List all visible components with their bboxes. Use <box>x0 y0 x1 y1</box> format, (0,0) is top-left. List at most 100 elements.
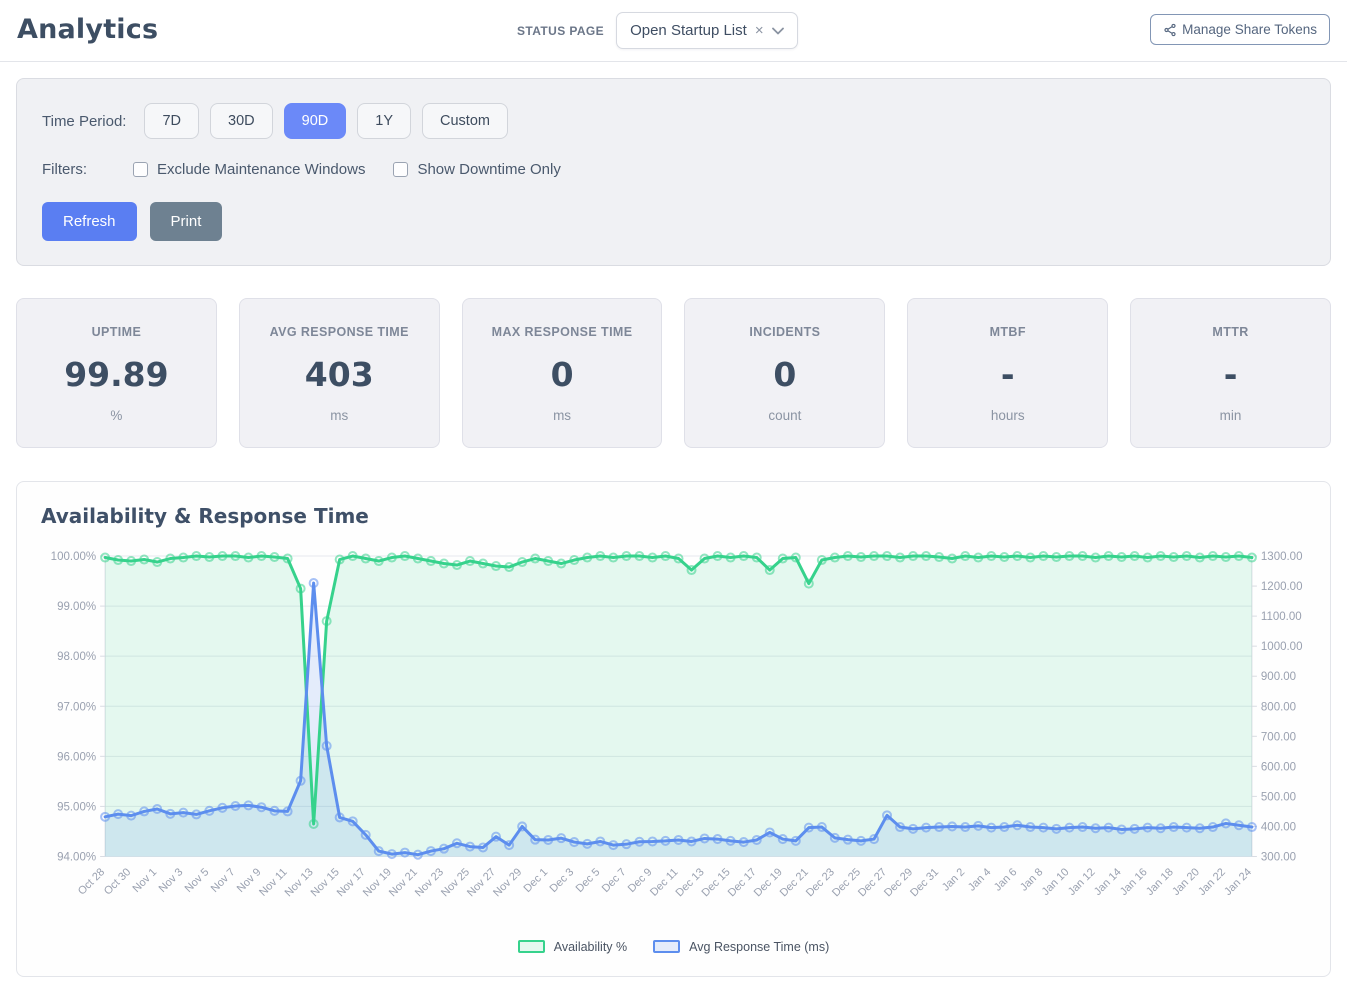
filter-checkbox-item-0[interactable]: Exclude Maintenance Windows <box>133 161 365 178</box>
svg-text:Jan 18: Jan 18 <box>1144 866 1176 898</box>
stat-value: 99.89 <box>64 355 169 394</box>
time-period-button-90d[interactable]: 90D <box>283 103 347 139</box>
svg-text:Dec 7: Dec 7 <box>600 866 629 895</box>
stat-label: AVG RESPONSE TIME <box>269 325 409 339</box>
svg-text:Jan 2: Jan 2 <box>940 866 968 894</box>
svg-text:700.00: 700.00 <box>1261 731 1296 743</box>
checkbox-label: Exclude Maintenance Windows <box>157 161 366 178</box>
share-icon <box>1164 23 1176 36</box>
svg-text:Nov 3: Nov 3 <box>157 866 186 895</box>
svg-text:1300.00: 1300.00 <box>1261 551 1303 563</box>
stat-value: 403 <box>304 355 374 394</box>
time-period-button-custom[interactable]: Custom <box>422 103 508 139</box>
legend-swatch-icon <box>653 940 681 954</box>
svg-text:Dec 3: Dec 3 <box>548 866 577 895</box>
stat-label: MAX RESPONSE TIME <box>491 325 633 339</box>
svg-text:500.00: 500.00 <box>1261 791 1296 803</box>
chart-panel: Availability & Response Time 94.00% 95.00… <box>16 481 1331 977</box>
svg-text:Jan 22: Jan 22 <box>1196 866 1228 898</box>
svg-text:900.00: 900.00 <box>1261 671 1296 683</box>
svg-text:Jan 20: Jan 20 <box>1170 866 1202 898</box>
svg-text:Nov 17: Nov 17 <box>335 866 368 899</box>
time-period-buttons: 7D 30D 90D 1Y Custom <box>144 103 508 139</box>
stat-label: MTBF <box>989 325 1026 339</box>
stats-row: UPTIME 99.89% AVG RESPONSE TIME 403 ms MAX RE… <box>16 298 1331 448</box>
svg-text:98.00%: 98.00% <box>57 651 96 663</box>
filters-label: Filters: <box>42 161 87 178</box>
stat-value: 0 <box>550 355 574 394</box>
svg-text:99.00%: 99.00% <box>57 601 96 613</box>
svg-text:94.00%: 94.00% <box>57 851 96 863</box>
time-period-label: Time Period: <box>42 112 127 130</box>
status-page-group: STATUS PAGE Open Startup List × <box>517 12 798 49</box>
clear-selection-icon[interactable]: × <box>754 22 764 39</box>
time-period-button-1y[interactable]: 1Y <box>357 103 411 139</box>
svg-text:600.00: 600.00 <box>1261 761 1296 773</box>
stat-value: 0 <box>773 355 797 394</box>
filter-checkbox-item-1[interactable]: Show Downtime Only <box>393 161 561 178</box>
svg-text:Jan 4: Jan 4 <box>966 866 994 894</box>
svg-text:Jan 6: Jan 6 <box>992 866 1020 894</box>
svg-text:1000.00: 1000.00 <box>1261 641 1303 653</box>
legend-item[interactable]: Avg Response Time (ms) <box>653 940 829 954</box>
svg-text:Jan 16: Jan 16 <box>1118 866 1150 898</box>
filters-row: Filters: Exclude Maintenance Windows Show… <box>42 161 1305 178</box>
stat-card-incidents: INCIDENTS 0 count <box>684 298 886 448</box>
stat-unit: count <box>768 408 802 423</box>
svg-text:Dec 1: Dec 1 <box>522 866 551 895</box>
svg-text:Jan 14: Jan 14 <box>1092 866 1124 898</box>
action-row: Refresh Print <box>42 202 1305 241</box>
availability-chart: 94.00% 95.00% 96.00% 97.00% 98.00% 99.00% 100.… <box>51 551 1303 899</box>
svg-text:Dec 5: Dec 5 <box>574 866 603 895</box>
stat-value: - <box>1223 355 1238 394</box>
svg-text:Nov 5: Nov 5 <box>183 866 212 895</box>
stat-card-uptime: UPTIME 99.89% <box>16 298 217 448</box>
chart-title: Availability & Response Time <box>41 504 369 528</box>
svg-text:Dec 23: Dec 23 <box>804 866 837 899</box>
refresh-button[interactable]: Refresh <box>42 202 137 241</box>
svg-text:Nov 29: Nov 29 <box>491 866 524 899</box>
time-period-button-30d[interactable]: 30D <box>210 103 273 139</box>
svg-text:300.00: 300.00 <box>1261 851 1296 863</box>
status-page-label: STATUS PAGE <box>517 23 605 38</box>
svg-text:Dec 15: Dec 15 <box>700 866 733 899</box>
checkbox-icon[interactable] <box>133 162 148 177</box>
legend-label: Availability % <box>553 939 628 954</box>
stat-label: MTTR <box>1212 325 1249 339</box>
stat-value: - <box>1000 355 1015 394</box>
svg-text:Jan 10: Jan 10 <box>1040 866 1072 898</box>
svg-text:Nov 1: Nov 1 <box>131 866 160 895</box>
app-header: Analytics STATUS PAGE Open Startup List … <box>0 0 1347 62</box>
stat-card-max-response-time: MAX RESPONSE TIME 0 ms <box>461 298 663 448</box>
svg-text:Jan 24: Jan 24 <box>1222 866 1254 898</box>
filter-panel: Time Period: 7D 30D 90D 1Y Custom Filters: E… <box>16 78 1331 266</box>
chart-legend: Availability % Avg Response Time (ms) <box>41 940 1306 962</box>
svg-text:Nov 27: Nov 27 <box>465 866 498 899</box>
svg-text:96.00%: 96.00% <box>57 751 96 763</box>
manage-share-tokens-button[interactable]: Manage Share Tokens <box>1150 14 1330 45</box>
chevron-down-icon <box>771 27 784 34</box>
stat-label: INCIDENTS <box>749 325 821 339</box>
stat-unit: % <box>110 408 123 423</box>
time-period-button-7d[interactable]: 7D <box>144 103 200 139</box>
svg-text:95.00%: 95.00% <box>57 801 96 813</box>
legend-item[interactable]: Availability % <box>517 939 628 954</box>
svg-text:97.00%: 97.00% <box>57 701 96 713</box>
stat-card-mtbf: MTBF - hours <box>907 298 1109 448</box>
stat-unit: min <box>1219 408 1242 423</box>
stat-unit: ms <box>553 408 572 423</box>
legend-swatch-icon <box>517 940 545 954</box>
checkbox-icon[interactable] <box>393 162 409 177</box>
svg-text:1100.00: 1100.00 <box>1261 611 1302 623</box>
time-period-row: Time Period: 7D 30D 90D 1Y Custom <box>42 103 1305 139</box>
page-title: Analytics <box>17 14 159 45</box>
manage-share-tokens-label: Manage Share Tokens <box>1182 22 1317 37</box>
print-button[interactable]: Print <box>149 202 223 241</box>
status-page-selected-value: Open Startup List <box>630 22 747 39</box>
svg-text:Nov 7: Nov 7 <box>209 866 238 895</box>
svg-text:Oct 28: Oct 28 <box>76 866 107 897</box>
stat-unit: ms <box>330 408 349 423</box>
svg-text:800.00: 800.00 <box>1261 701 1296 713</box>
stat-card-mttr: MTTR - min <box>1130 298 1331 448</box>
status-page-select[interactable]: Open Startup List × <box>616 12 798 49</box>
